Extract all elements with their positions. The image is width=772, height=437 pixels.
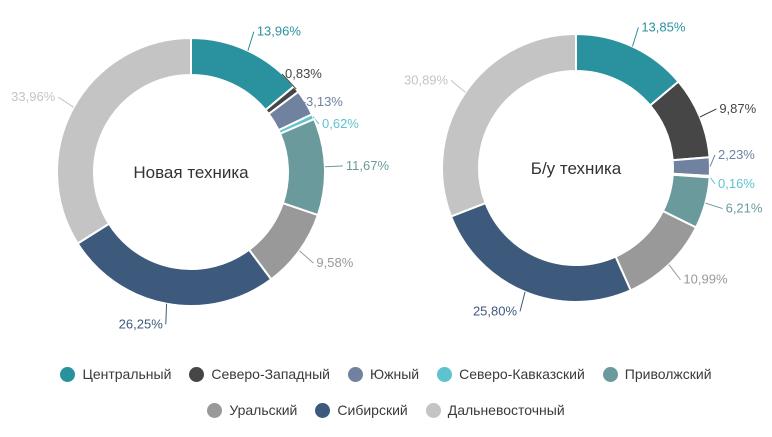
- slice-5: [278, 117, 326, 217]
- legend-item: Приволжский: [602, 366, 712, 382]
- legend-label: Южный: [370, 366, 420, 382]
- legend-swatch: [602, 366, 618, 382]
- donut-chart-new-equipment: 13,96% 0,83% 3,13% 0,62% 11,67% 9,58% 26,25% 33…: [11, 24, 389, 332]
- legend-label: Северо-Кавказский: [459, 366, 585, 382]
- legend-swatch: [60, 366, 76, 382]
- legend-item: Южный: [348, 366, 419, 382]
- slice-8: [441, 32, 577, 218]
- leader-line-3: [302, 101, 306, 104]
- data-label-6: 10,99%: [683, 272, 728, 287]
- data-label-1: 13,96%: [257, 24, 302, 39]
- leader-line-6: [668, 264, 681, 281]
- data-label-8: 30,89%: [404, 72, 449, 87]
- data-label-4: 0,16%: [718, 176, 755, 191]
- leader-line-2: [281, 73, 297, 90]
- legend-item: Дальневосточный: [425, 402, 565, 418]
- legend-swatch: [315, 402, 331, 418]
- legend-label: Приволжский: [624, 366, 712, 382]
- leader-line-5: [324, 165, 343, 168]
- data-label-4: 0,62%: [322, 116, 359, 131]
- legend-swatch: [189, 366, 205, 382]
- legend-row-2: Уральский Сибирский Дальневосточный: [0, 402, 772, 418]
- legend-swatch: [348, 366, 363, 382]
- legend-label: Дальневосточный: [447, 402, 565, 418]
- leader-line-4: [312, 116, 320, 125]
- leader-line-1: [632, 27, 639, 47]
- leader-line-7: [519, 291, 526, 312]
- data-label-3: 2,23%: [718, 147, 755, 162]
- data-label-8: 33,96%: [11, 89, 56, 104]
- slice-7: [449, 201, 633, 303]
- chart-center-title: Новая техника: [133, 163, 249, 182]
- data-label-3: 3,13%: [306, 94, 343, 109]
- leader-line-2: [699, 108, 717, 118]
- legend-label: Сибирский: [337, 402, 408, 418]
- legend-swatch: [437, 366, 453, 382]
- leader-line-1: [247, 31, 255, 51]
- legend-item: Центральный: [60, 366, 171, 382]
- data-label-2: 9,87%: [719, 101, 756, 116]
- chart-center-title: Б/у техника: [531, 159, 622, 178]
- leader-line-6: [299, 250, 314, 264]
- leader-line-8: [450, 80, 466, 93]
- charts-canvas: 13,96% 0,83% 3,13% 0,62% 11,67% 9,58% 26,25% 33…: [11, 19, 763, 332]
- data-label-7: 25,80%: [473, 303, 518, 318]
- slice-8: [56, 36, 192, 245]
- data-label-5: 6,21%: [726, 201, 763, 216]
- data-label-2: 0,83%: [285, 66, 322, 81]
- legend-label: Уральский: [229, 402, 298, 418]
- leader-line-7: [165, 303, 168, 325]
- slice-7: [76, 222, 273, 307]
- legend-item: Уральский: [207, 402, 297, 418]
- donut-chart-used-equipment: 13,85% 9,87% 2,23% 0,16% 6,21% 10,99% 25,80% 30…: [404, 19, 763, 318]
- legend-row-1: Центральный Северо-Западный Южный Северо-Ка…: [0, 366, 772, 382]
- data-label-1: 13,85%: [641, 19, 686, 34]
- leader-line-3: [709, 154, 716, 167]
- legend-swatch: [207, 402, 223, 418]
- leader-line-8: [57, 96, 74, 108]
- legend-swatch: [425, 402, 441, 418]
- leader-line-5: [705, 202, 723, 210]
- data-label-7: 26,25%: [119, 316, 164, 331]
- legend-label: Северо-Западный: [211, 366, 330, 382]
- legend-label: Центральный: [82, 366, 172, 382]
- legend-item: Сибирский: [315, 402, 408, 418]
- data-label-6: 9,58%: [316, 255, 353, 270]
- legend-item: Северо-Кавказский: [437, 366, 585, 382]
- legend-item: Северо-Западный: [189, 366, 330, 382]
- data-label-5: 11,67%: [346, 158, 390, 173]
